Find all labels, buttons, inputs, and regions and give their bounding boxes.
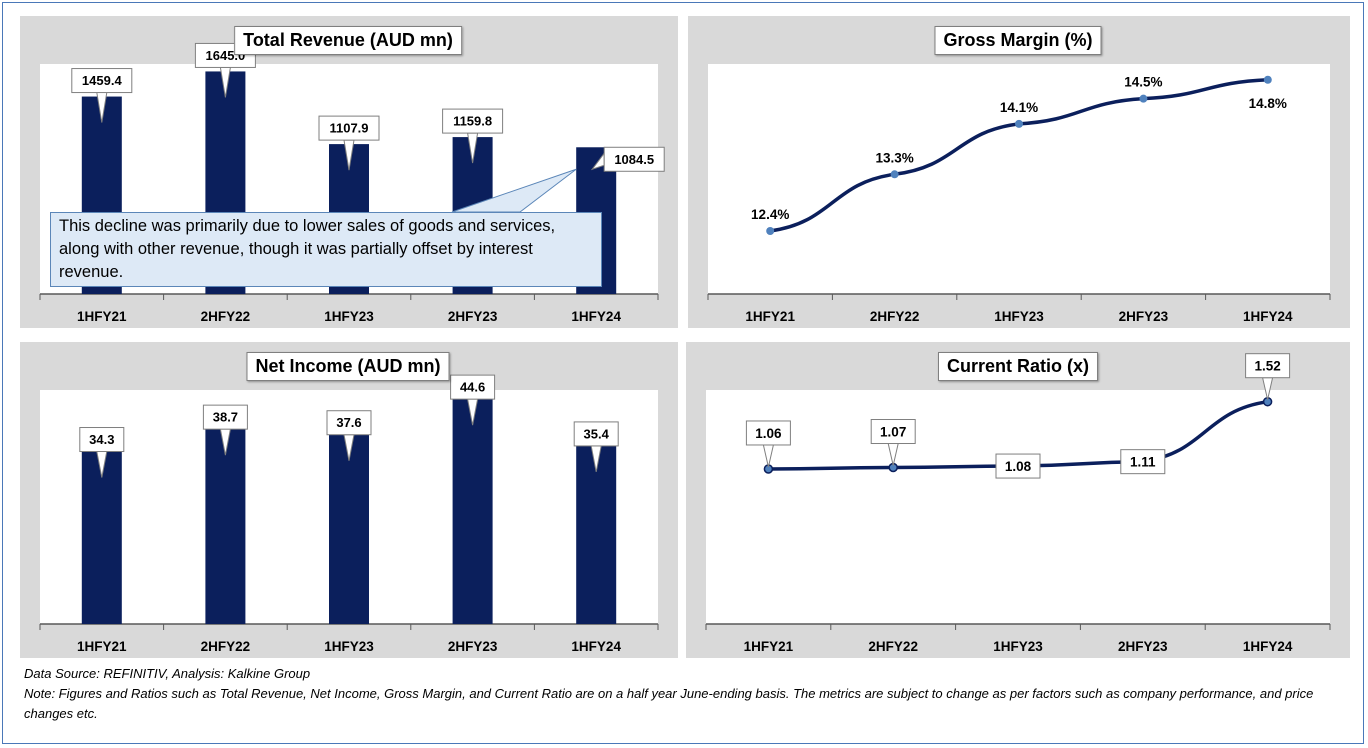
svg-text:1107.9: 1107.9	[329, 121, 368, 136]
chart0-category-label: 1HFY23	[324, 309, 374, 324]
chart2-category-label: 2HFY22	[201, 639, 251, 654]
chart2-data-label: 37.6	[326, 410, 372, 461]
chart2-data-label: 44.6	[450, 374, 496, 426]
net-income-chart: 1HFY21 2HFY22 1HFY23 2HFY23 1HFY24 34.3 38.7 37…	[39, 374, 659, 654]
chart3-data-label: 1.06	[745, 420, 791, 468]
svg-text:1.52: 1.52	[1254, 359, 1280, 374]
svg-text:1.08: 1.08	[1005, 459, 1032, 474]
chart2-category-label: 1HFY23	[324, 639, 374, 654]
revenue-decline-annotation: This decline was primarily due to lower …	[50, 212, 602, 287]
chart2-category-label: 1HFY24	[571, 639, 621, 654]
svg-text:1.06: 1.06	[755, 426, 782, 441]
chart0-data-label: 1159.8	[442, 108, 504, 164]
chart3-plot-area	[706, 390, 1330, 624]
chart2-data-label: 35.4	[573, 421, 619, 473]
chart3-data-label: 1.52	[1245, 353, 1291, 400]
svg-text:1.07: 1.07	[880, 425, 906, 440]
svg-text:1159.8: 1159.8	[453, 114, 492, 129]
chart1-category-label: 1HFY23	[994, 309, 1044, 324]
chart2-bar	[205, 427, 246, 624]
chart1-data-label: 14.8%	[1249, 96, 1287, 111]
chart2-data-label: 34.3	[79, 427, 125, 478]
current-ratio-title: Current Ratio (x)	[937, 352, 1099, 381]
chart1-category-label: 1HFY21	[745, 309, 795, 324]
chart2-bar	[576, 443, 617, 624]
chart1-data-label: 14.5%	[1124, 75, 1162, 90]
data-source-text: Data Source: REFINITIV, Analysis: Kalkin…	[24, 666, 311, 681]
svg-text:35.4: 35.4	[584, 426, 610, 441]
chart3-category-label: 1HFY21	[744, 639, 794, 654]
chart0-data-label: 1459.4	[71, 68, 133, 123]
svg-text:37.6: 37.6	[336, 415, 361, 430]
chart2-bar	[81, 449, 122, 624]
chart2-category-label: 2HFY23	[448, 639, 498, 654]
svg-text:1459.4: 1459.4	[82, 73, 123, 88]
total-revenue-title: Total Revenue (AUD mn)	[234, 26, 462, 55]
chart3-category-label: 2HFY22	[868, 639, 918, 654]
chart2-data-label: 38.7	[202, 404, 248, 456]
note-text: Note: Figures and Ratios such as Total R…	[24, 686, 1314, 721]
chart2-category-label: 1HFY21	[77, 639, 127, 654]
chart1-point	[1139, 94, 1148, 103]
chart3-category-label: 2HFY23	[1118, 639, 1168, 654]
chart1-point	[766, 226, 775, 235]
svg-text:38.7: 38.7	[213, 410, 238, 425]
chart1-category-label: 2HFY22	[870, 309, 920, 324]
chart3-data-label: 1.11	[1120, 449, 1166, 475]
svg-text:44.6: 44.6	[460, 380, 485, 395]
net-income-title: Net Income (AUD mn)	[246, 352, 450, 381]
total-revenue-panel: 1HFY21 2HFY22 1HFY23 2HFY23 1HFY24 1459.4 1645…	[20, 16, 678, 328]
chart2-bar	[452, 397, 493, 624]
chart1-point	[890, 170, 899, 179]
chart1-data-label: 14.1%	[1000, 100, 1038, 115]
current-ratio-chart: 1HFY21 2HFY22 1HFY23 2HFY23 1HFY24 1.06 1.07 1.…	[705, 353, 1331, 654]
chart3-data-label: 1.07	[870, 419, 916, 466]
net-income-panel: 1HFY21 2HFY22 1HFY23 2HFY23 1HFY24 34.3 38.7 37…	[20, 342, 678, 658]
gross-margin-panel: 1HFY21 2HFY22 1HFY23 2HFY23 1HFY24 12.4% 13.3%…	[688, 16, 1350, 328]
chart0-category-label: 2HFY23	[448, 309, 498, 324]
chart1-plot-area	[708, 64, 1330, 294]
report-footer: Data Source: REFINITIV, Analysis: Kalkin…	[24, 664, 1354, 724]
chart2-bar	[329, 432, 369, 624]
chart1-point	[1015, 119, 1023, 128]
chart0-category-label: 1HFY21	[77, 309, 127, 324]
chart1-category-label: 1HFY24	[1243, 309, 1293, 324]
gross-margin-title: Gross Margin (%)	[934, 26, 1102, 55]
chart0-data-label: 1107.9	[318, 115, 380, 171]
chart1-category-label: 2HFY23	[1119, 309, 1169, 324]
chart1-point	[1263, 75, 1272, 84]
svg-text:1084.5: 1084.5	[614, 152, 654, 167]
gross-margin-chart: 1HFY21 2HFY22 1HFY23 2HFY23 1HFY24 12.4% 13.3%…	[707, 64, 1331, 324]
chart1-data-label: 12.4%	[751, 207, 789, 222]
chart3-category-label: 1HFY23	[993, 639, 1043, 654]
chart0-data-label: 1084.5	[590, 146, 665, 172]
chart3-data-label: 1.08	[995, 453, 1041, 479]
svg-text:1.11: 1.11	[1130, 455, 1156, 470]
svg-text:34.3: 34.3	[89, 432, 114, 447]
current-ratio-panel: 1HFY21 2HFY22 1HFY23 2HFY23 1HFY24 1.06 1.07 1.…	[686, 342, 1350, 658]
chart1-data-label: 13.3%	[875, 150, 913, 165]
chart0-category-label: 1HFY24	[571, 309, 621, 324]
chart0-category-label: 2HFY22	[201, 309, 251, 324]
chart3-category-label: 1HFY24	[1243, 639, 1293, 654]
